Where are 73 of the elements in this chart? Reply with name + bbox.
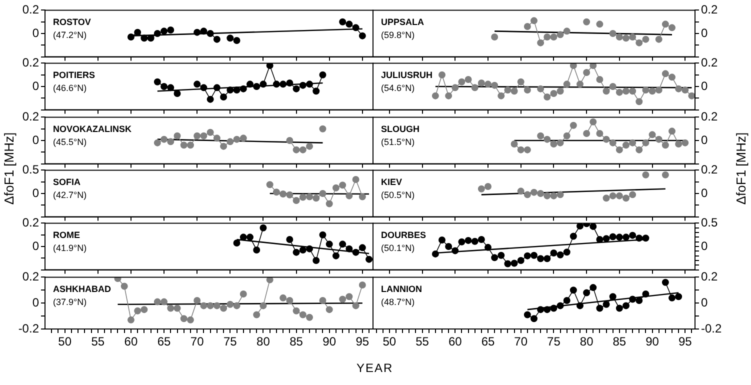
- y-tick-label: -0.2: [701, 320, 722, 335]
- text: (54.6°N): [381, 83, 415, 94]
- y-tick-label: 0.2: [22, 56, 40, 70]
- text: POITIERS: [53, 70, 96, 80]
- y-tick-label: 0: [701, 294, 708, 309]
- x-tick-label: 95: [356, 334, 370, 348]
- text: ROME: [53, 230, 80, 240]
- y-tick-label: 0: [32, 132, 40, 146]
- x-tick-label: 90: [322, 334, 336, 348]
- y-axis-title: ΔfoF1 [MHz]: [2, 132, 17, 206]
- y-tick-label: 0: [32, 239, 40, 253]
- text: (47.2°N): [53, 30, 87, 40]
- text: (51.5°N): [381, 136, 415, 147]
- y-tick-label: -0.2: [18, 320, 40, 335]
- y-tick-label: 0: [701, 239, 708, 253]
- y-tick-label: 0: [701, 132, 708, 146]
- text: SOFIA: [53, 177, 81, 188]
- text: (50.1°N): [381, 243, 415, 254]
- y-tick-label: 0: [32, 26, 40, 40]
- x-tick-label: 80: [580, 334, 594, 348]
- x-axis-title: YEAR: [356, 360, 394, 375]
- x-tick-label: 90: [646, 334, 660, 348]
- text: UPPSALA: [381, 17, 425, 28]
- text: (48.7°N): [381, 296, 415, 307]
- text: ASHKHABAD: [53, 284, 112, 294]
- y-tick-label: 0.2: [22, 2, 40, 17]
- x-tick-label: 80: [256, 334, 270, 348]
- y-tick-label: 0: [32, 79, 40, 94]
- text: (37.9°N): [53, 296, 87, 307]
- x-tick-label: 75: [547, 334, 561, 348]
- text: LANNION: [381, 284, 422, 294]
- text: SLOUGH: [381, 124, 420, 134]
- y-axis-title: ΔfoF1 [MHz]: [734, 132, 749, 206]
- x-tick-label: 65: [481, 334, 495, 348]
- x-tick-label: 60: [124, 334, 138, 348]
- y-tick-label: 0.5: [22, 162, 40, 176]
- text: ROSTOV: [53, 17, 91, 28]
- y-tick-label: 0: [32, 294, 40, 309]
- y-tick-label: 0: [701, 26, 708, 40]
- text: (50.5°N): [381, 190, 415, 200]
- x-tick-label: 65: [157, 334, 172, 348]
- y-tick-label: 0.2: [701, 269, 718, 284]
- y-tick-label: 0: [32, 186, 40, 200]
- x-tick-label: 50: [58, 334, 72, 348]
- y-tick-label: 0.2: [701, 2, 718, 17]
- x-tick-label: 70: [190, 334, 204, 348]
- text: NOVOKAZALINSK: [53, 124, 132, 134]
- x-tick-label: 95: [678, 334, 692, 348]
- x-tick-label: 55: [91, 334, 105, 348]
- text: (45.5°N): [53, 136, 87, 147]
- text: (46.6°N): [53, 83, 87, 94]
- y-tick-label: 0.2: [22, 216, 40, 230]
- x-tick-label: 85: [290, 334, 304, 348]
- text: JULIUSRUH: [381, 70, 433, 80]
- x-tick-label: 60: [448, 334, 462, 348]
- x-tick-label: 85: [612, 334, 626, 348]
- y-tick-label: 0.2: [22, 109, 40, 124]
- text: (59.8°N): [381, 30, 415, 40]
- x-tick-label: 55: [416, 334, 430, 348]
- y-tick-label: 0.5: [701, 216, 718, 230]
- y-tick-label: 0: [701, 79, 708, 94]
- y-tick-label: 0.2: [701, 162, 718, 176]
- y-tick-label: 0.2: [22, 269, 40, 284]
- y-tick-label: 0.2: [701, 56, 718, 70]
- y-tick-label: 0.2: [701, 109, 718, 124]
- text: DOURBES: [381, 230, 426, 240]
- text: KIEV: [381, 177, 402, 188]
- x-tick-label: 70: [514, 334, 528, 348]
- text: (41.9°N): [53, 243, 87, 254]
- x-tick-label: 75: [223, 334, 238, 348]
- x-tick-label: 50: [382, 334, 396, 348]
- text: (42.7°N): [53, 190, 87, 200]
- y-tick-label: 0: [701, 186, 708, 200]
